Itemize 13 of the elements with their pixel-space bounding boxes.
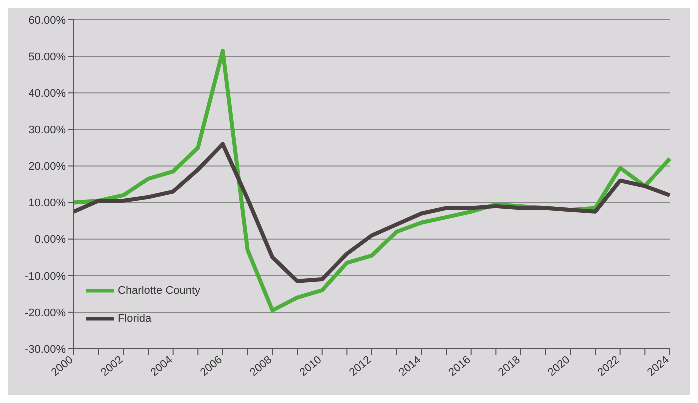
y-tick-label: -10.00% (25, 270, 66, 283)
y-tick-label: 30.00% (28, 124, 66, 137)
legend-label: Florida (118, 312, 152, 325)
legend-label: Charlotte County (118, 284, 201, 297)
y-tick-label: 0.00% (34, 234, 66, 246)
line-series (72, 142, 672, 284)
y-tick-label: 40.00% (28, 88, 66, 100)
y-tick-label: 10.00% (28, 198, 66, 210)
y-tick-label: -20.00% (25, 307, 66, 320)
y-tick-label: -30.00% (25, 344, 66, 356)
y-tick-label: 50.00% (28, 51, 66, 64)
y-tick-label: 20.00% (28, 161, 66, 174)
y-tick-label: 60.00% (28, 14, 66, 27)
